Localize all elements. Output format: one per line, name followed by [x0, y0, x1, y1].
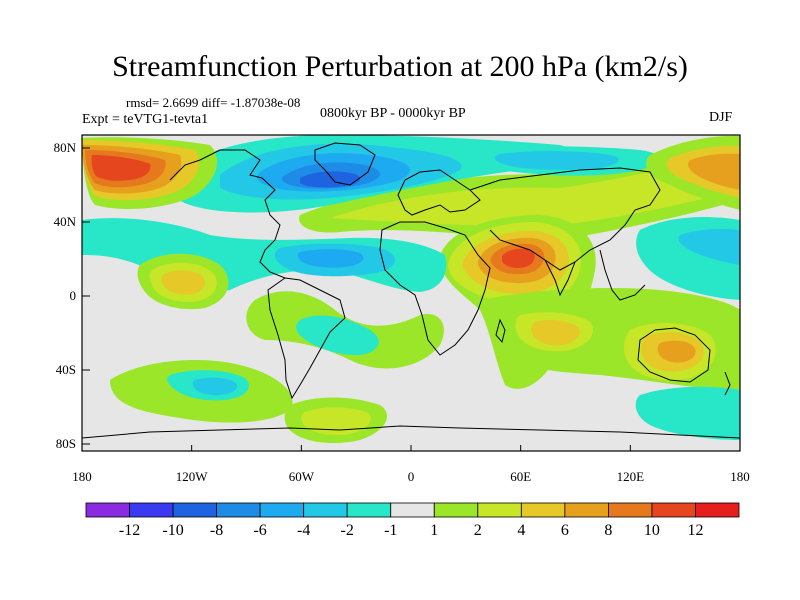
- africa-coast: [379, 221, 491, 356]
- south-indian-ocean-core: [531, 319, 580, 346]
- lon-tick-label: 60E: [510, 469, 531, 484]
- colorbar-swatch: [303, 502, 348, 518]
- season-label: DJF: [709, 110, 733, 125]
- colorbar-swatch: [608, 502, 653, 518]
- colorbar-swatch: [433, 502, 479, 518]
- new-zealand-coast: [724, 371, 731, 396]
- west-pacific-blue-inner: [678, 228, 740, 265]
- colorbar-swatch: [85, 502, 130, 518]
- colorbar-label: 10: [644, 522, 660, 539]
- colorbar-label: -10: [162, 522, 183, 539]
- antarctic-wave-inner: [301, 407, 371, 436]
- south-pacific-blue-2: [192, 377, 238, 396]
- colorbar-label: -12: [119, 522, 140, 539]
- colorbar-label: 4: [517, 522, 525, 539]
- colorbar-label: -4: [297, 522, 310, 539]
- colorbar-swatch: [695, 502, 740, 518]
- colorbar-label: 6: [561, 522, 569, 539]
- lat-tick-label: 40S: [56, 362, 76, 377]
- colorbar-swatch: [390, 502, 435, 518]
- contour-field: [82, 135, 740, 451]
- colorbar-swatch: [129, 502, 174, 518]
- lon-tick-label: 180: [730, 469, 750, 484]
- tropical-blue-band-core: [297, 249, 364, 268]
- experiment-label: Expt = teVTG1-tevta1: [82, 112, 209, 127]
- colorbar-label: -1: [384, 522, 397, 539]
- lat-tick-label: 80S: [56, 436, 76, 451]
- lon-tick-label: 0: [408, 469, 415, 484]
- colorbar-swatch: [651, 502, 696, 518]
- antarctica-coast: [82, 425, 740, 439]
- east-pacific-south-blue: [635, 386, 740, 440]
- colorbar-label: -8: [210, 522, 223, 539]
- east-edge-ridge-3: [687, 153, 740, 190]
- colorbar-swatch: [259, 502, 305, 518]
- longitude-axis: 180 120W 60W 0 60E 120E 180: [72, 445, 750, 484]
- north-blue-trough-core: [300, 171, 361, 188]
- figure-title: Streamfunction Perturbation at 200 hPa (…: [112, 50, 688, 83]
- asia-blue-trough-inner: [494, 151, 619, 170]
- colorbar-swatch: [172, 502, 217, 518]
- colorbar-label: 12: [687, 522, 703, 539]
- lat-tick-label: 40N: [54, 214, 77, 229]
- lon-tick-label: 60W: [289, 469, 315, 484]
- lat-tick-label: 0: [70, 288, 77, 303]
- north-pacific-ridge-core: [91, 155, 151, 181]
- lon-tick-label: 120E: [617, 469, 645, 484]
- period-label: 0800kyr BP - 0000kyr BP: [320, 106, 466, 121]
- colorbar-swatch: [520, 502, 566, 518]
- asia-coast: [469, 167, 661, 271]
- north-america-coast: [169, 149, 286, 279]
- latitude-axis: 80N 40N 0 40S 80S: [54, 140, 90, 451]
- lon-tick-label: 180: [72, 469, 92, 484]
- colorbar-swatch: [564, 502, 609, 518]
- colorbar-label: 2: [474, 522, 482, 539]
- colorbar-label: 8: [604, 522, 612, 539]
- colorbar: -12 -10 -8 -6 -4 -2 -1 1 2 4 6 8 10 12: [85, 502, 740, 539]
- australia-coast: [637, 327, 711, 383]
- colorbar-swatch: [346, 502, 392, 518]
- madagascar-coast: [495, 318, 506, 344]
- australia-high-core: [657, 340, 696, 363]
- colorbar-label: -2: [341, 522, 354, 539]
- colorbar-swatch: [477, 502, 522, 518]
- lon-tick-label: 120W: [176, 469, 209, 484]
- lat-tick-label: 80N: [54, 140, 77, 155]
- south-atlantic-blue: [296, 315, 379, 356]
- india-coast: [544, 259, 576, 297]
- colorbar-label: -6: [253, 522, 266, 539]
- south-america-coast: [267, 277, 346, 400]
- europe-coast: [397, 169, 481, 216]
- greenland-coast: [314, 142, 376, 186]
- colorbar-label: 1: [430, 522, 438, 539]
- pacific-tropical-cell-core: [161, 270, 205, 295]
- coastlines: [82, 142, 740, 439]
- southeast-asia-coast: [599, 249, 646, 301]
- colorbar-swatch: [216, 502, 261, 518]
- arabia-high-core: [502, 248, 535, 268]
- stats-text: rmsd= 2.6699 diff= -1.87038e-08: [126, 95, 301, 110]
